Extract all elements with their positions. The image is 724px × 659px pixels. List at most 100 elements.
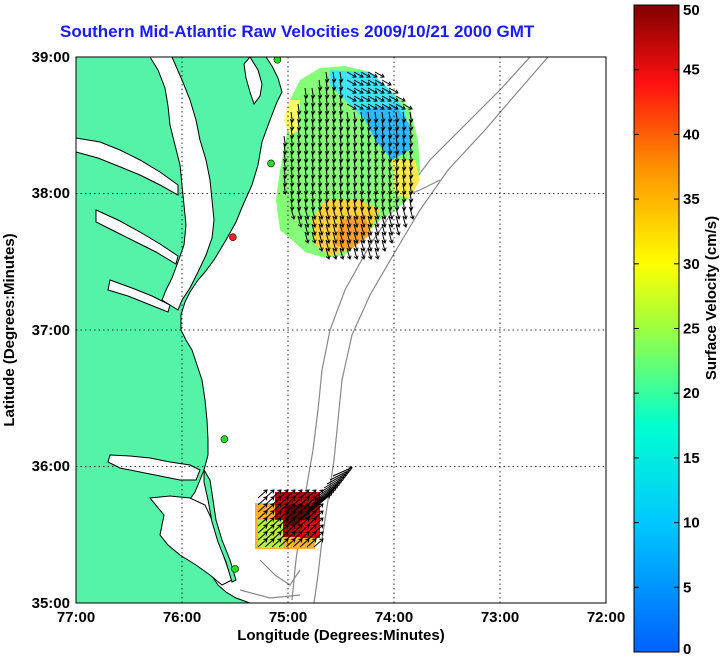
x-tick-label: 73:00 bbox=[481, 609, 519, 626]
velocity-arrow bbox=[278, 496, 289, 506]
velocity-arrow bbox=[282, 183, 288, 195]
velocity-arrow bbox=[374, 223, 380, 236]
velocity-arrow bbox=[299, 538, 310, 548]
velocity-arrow bbox=[304, 223, 310, 236]
velocity-arrow bbox=[325, 207, 331, 220]
velocity-arrows-south bbox=[257, 466, 353, 548]
velocity-arrow bbox=[257, 510, 268, 520]
velocity-arrow bbox=[271, 503, 282, 513]
velocity-arrow bbox=[278, 510, 289, 520]
velocity-arrow bbox=[367, 247, 373, 260]
velocity-arrow bbox=[306, 517, 317, 527]
velocity-arrow bbox=[346, 79, 357, 86]
map-layers bbox=[76, 57, 606, 603]
velocity-arrow bbox=[346, 207, 352, 220]
velocity-arrow bbox=[306, 489, 317, 499]
velocity-arrow bbox=[360, 239, 366, 252]
velocity-arrow bbox=[360, 231, 366, 244]
velocity-arrow bbox=[381, 95, 392, 102]
velocity-arrow bbox=[339, 239, 345, 252]
y-tick-label: 37:00 bbox=[32, 322, 70, 339]
velocity-arrow bbox=[257, 517, 268, 527]
velocity-arrow bbox=[297, 207, 303, 220]
velocity-arrow bbox=[360, 95, 371, 102]
velocity-arrow bbox=[311, 223, 317, 236]
velocity-arrow bbox=[292, 503, 303, 513]
colorbar-tick-label: 5 bbox=[683, 579, 691, 596]
velocity-arrow bbox=[311, 231, 317, 244]
colorbar-tick-label: 40 bbox=[683, 126, 700, 143]
velocity-arrow bbox=[271, 517, 282, 527]
velocity-arrow bbox=[395, 103, 406, 110]
velocity-arrow bbox=[374, 87, 385, 94]
x-tick-label: 77:00 bbox=[57, 609, 95, 626]
velocity-arrow bbox=[306, 531, 317, 541]
velocity-arrow bbox=[360, 215, 366, 228]
velocity-arrow bbox=[395, 223, 401, 236]
velocity-arrow bbox=[285, 503, 296, 513]
velocity-arrow bbox=[313, 531, 324, 541]
velocity-arrow bbox=[285, 538, 296, 548]
velocity-arrow bbox=[292, 524, 303, 534]
velocity-arrow bbox=[304, 215, 310, 228]
velocity-arrow bbox=[264, 517, 275, 527]
x-axis: 77:00 76:00 75:00 74:00 73:00 72:00 Long… bbox=[57, 609, 625, 644]
velocity-arrow bbox=[264, 489, 275, 499]
velocity-arrow bbox=[299, 496, 310, 506]
velocity-arrow bbox=[353, 215, 359, 228]
velocity-arrow bbox=[353, 87, 364, 94]
velocity-arrow bbox=[271, 531, 282, 541]
velocity-arrow bbox=[360, 247, 366, 260]
velocity-arrow bbox=[318, 223, 324, 236]
velocity-arrow bbox=[332, 223, 338, 236]
velocity-arrow bbox=[264, 503, 275, 513]
pamlico-sound bbox=[149, 495, 233, 586]
velocity-arrow bbox=[346, 103, 357, 110]
velocity-arrow bbox=[292, 538, 303, 548]
velocity-arrow bbox=[299, 524, 310, 534]
velocity-arrow bbox=[325, 215, 331, 228]
velocity-arrow bbox=[353, 223, 359, 236]
velocity-arrow bbox=[339, 231, 345, 244]
velocity-arrow bbox=[360, 87, 371, 94]
velocity-arrow bbox=[374, 247, 380, 260]
x-tick-label: 75:00 bbox=[269, 609, 307, 626]
velocity-arrow bbox=[346, 215, 352, 228]
velocity-arrow bbox=[271, 489, 282, 499]
velocity-arrow bbox=[264, 496, 275, 506]
velocity-arrow bbox=[374, 207, 380, 220]
velocity-arrow bbox=[353, 207, 359, 220]
velocity-arrow bbox=[304, 231, 310, 244]
velocity-arrow bbox=[325, 223, 331, 236]
velocity-arrow bbox=[278, 517, 289, 527]
velocity-arrow bbox=[374, 215, 380, 228]
y-axis-label: Latitude (Degrees:Minutes) bbox=[1, 233, 18, 426]
velocity-arrow bbox=[332, 466, 353, 477]
velocity-arrow bbox=[325, 231, 331, 244]
velocity-arrow bbox=[311, 215, 317, 228]
velocity-arrow bbox=[292, 531, 303, 541]
x-tick-label: 72:00 bbox=[587, 609, 625, 626]
velocity-arrow bbox=[257, 531, 268, 541]
velocity-arrow bbox=[299, 531, 310, 541]
velocity-arrow bbox=[325, 239, 331, 252]
velocity-arrow bbox=[360, 71, 371, 78]
albemarle-sound bbox=[107, 454, 201, 481]
velocity-arrow bbox=[388, 95, 399, 102]
delaware-bay bbox=[243, 57, 263, 106]
velocity-arrow bbox=[346, 95, 357, 102]
grid-lines bbox=[76, 57, 606, 603]
velocity-arrow bbox=[285, 517, 296, 527]
velocity-arrow bbox=[313, 503, 324, 513]
velocity-arrow bbox=[388, 87, 399, 94]
velocity-arrow bbox=[264, 531, 275, 541]
velocity-arrow bbox=[374, 95, 385, 102]
colorbar-tick-label: 35 bbox=[683, 191, 700, 208]
velocity-arrow bbox=[306, 510, 317, 520]
velocity-arrow bbox=[381, 103, 392, 110]
velocity-arrow bbox=[381, 215, 387, 228]
velocity-arrow bbox=[402, 207, 408, 220]
velocity-arrow bbox=[311, 207, 317, 220]
